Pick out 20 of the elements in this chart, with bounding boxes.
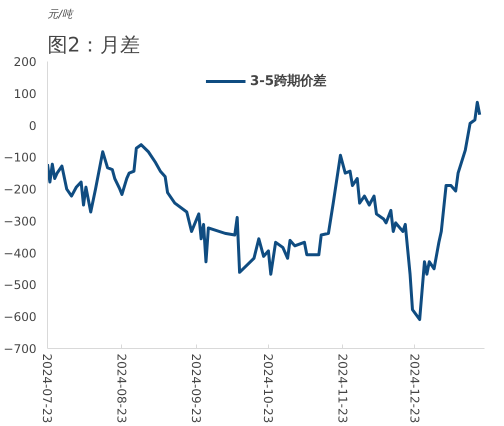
y-tick-label: −700 xyxy=(4,342,37,356)
y-tick-label: 200 xyxy=(14,55,36,69)
x-tick-label: 2024-12-23 xyxy=(407,354,422,424)
y-tick-label: −600 xyxy=(4,310,37,324)
y-tick-label: 100 xyxy=(14,86,36,101)
y-axis-title: 元/吨 xyxy=(48,8,74,20)
x-tick-label: 2024-11-23 xyxy=(335,354,350,424)
x-tick-label: 2024-09-23 xyxy=(188,354,203,424)
y-tick-label: −300 xyxy=(4,214,37,228)
y-tick-label: −400 xyxy=(4,246,37,260)
x-tick-label: 2024-10-23 xyxy=(260,354,275,424)
x-tick-label: 2024-08-23 xyxy=(114,354,128,424)
x-tick-label: 2024-07-23 xyxy=(40,354,54,424)
y-tick-label: −100 xyxy=(4,150,37,165)
line-series xyxy=(48,100,482,321)
chart-title: 图2：月差 xyxy=(48,32,140,56)
y-tick-label: 0 xyxy=(28,118,37,133)
y-tick-label: −200 xyxy=(4,182,37,197)
y-tick-label: −500 xyxy=(4,278,37,292)
legend-label: 3-5跨期价差 xyxy=(250,72,326,90)
